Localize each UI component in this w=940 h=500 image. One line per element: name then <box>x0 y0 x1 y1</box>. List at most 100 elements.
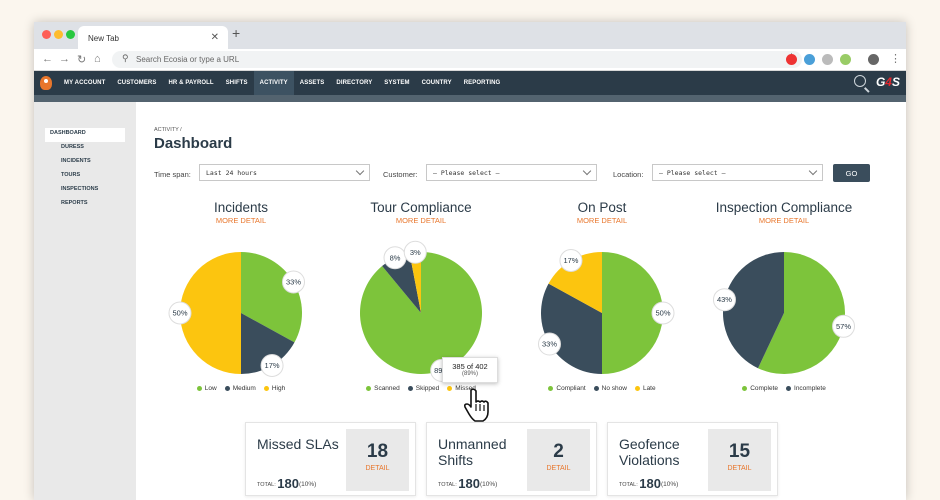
sidebar-item-tours[interactable]: TOURS <box>61 172 81 178</box>
nav-item-directory[interactable]: DIRECTORY <box>336 80 373 86</box>
app-search-icon[interactable] <box>854 75 866 87</box>
legend-item[interactable]: Medium <box>224 385 256 392</box>
slice-data-label: 43% <box>712 288 736 312</box>
pie-slice-incomplete[interactable] <box>723 252 784 369</box>
close-window-icon[interactable] <box>42 30 51 39</box>
total-label: TOTAL: <box>257 482 276 488</box>
minimize-window-icon[interactable] <box>54 30 63 39</box>
slice-data-label: 3% <box>403 240 427 264</box>
legend-item[interactable]: Incomplete <box>786 385 826 392</box>
total-value: 180 <box>639 476 661 491</box>
reload-icon[interactable]: ↻ <box>77 54 87 66</box>
sub-navbar <box>34 95 906 102</box>
browser-tab[interactable]: New Tab ✕ <box>78 26 228 49</box>
sidebar-item-reports[interactable]: REPORTS <box>61 200 88 206</box>
legend-swatch <box>196 386 202 391</box>
nav-item-my-account[interactable]: MY ACCOUNT <box>64 80 106 86</box>
more-detail-link[interactable]: MORE DETAIL <box>576 216 628 225</box>
legend-label: Late <box>642 385 656 392</box>
legend-item[interactable]: Late <box>634 385 656 392</box>
chevron-down-icon <box>808 166 818 176</box>
legend-item[interactable]: Missed <box>447 385 476 392</box>
card-detail-link[interactable]: DETAIL <box>727 465 752 472</box>
sidebar-item-inspections[interactable]: INSPECTIONS <box>61 186 99 192</box>
legend-item[interactable]: High <box>263 385 286 392</box>
chevron-down-icon <box>582 166 592 176</box>
legend-label: Scanned <box>374 385 400 392</box>
svg-text:50%: 50% <box>172 309 187 318</box>
nav-item-assets[interactable]: ASSETS <box>299 80 325 86</box>
more-detail-link[interactable]: MORE DETAIL <box>215 216 267 225</box>
breadcrumb[interactable]: ACTIVITY / <box>154 127 182 133</box>
metric-card-unmanned-shifts: Unmanned Shifts TOTAL: 180(10%) 2 DETAIL <box>426 422 597 496</box>
pie-slice-complete[interactable] <box>758 252 845 374</box>
nav-item-activity[interactable]: ACTIVITY <box>253 71 294 95</box>
pie-slice-high[interactable] <box>180 252 241 374</box>
sidebar-item-duress[interactable]: DURESS <box>61 144 84 150</box>
legend-label: Missed <box>455 385 476 392</box>
legend-item[interactable]: Skipped <box>407 385 440 392</box>
cloud-extension-icon[interactable] <box>822 54 833 65</box>
page-title: Dashboard <box>154 135 233 152</box>
more-detail-link[interactable]: MORE DETAIL <box>395 216 447 225</box>
legend-swatch <box>786 386 792 391</box>
adblock-extension-icon[interactable] <box>786 54 797 65</box>
legend-swatch <box>224 386 230 391</box>
app-logo-icon[interactable] <box>40 76 52 90</box>
location-value: – Please select – <box>659 169 726 177</box>
profile-avatar-icon[interactable] <box>868 54 879 65</box>
legend-label: Skipped <box>415 385 440 392</box>
chart-legend: Scanned Skipped Missed <box>336 385 506 392</box>
legend-item[interactable]: Scanned <box>366 385 400 392</box>
pie-slice-compliant[interactable] <box>602 252 663 374</box>
nav-item-shifts[interactable]: SHIFTS <box>225 80 248 86</box>
slice-data-label: 50% <box>651 301 675 325</box>
location-label: Location: <box>613 170 644 179</box>
card-detail-link[interactable]: DETAIL <box>365 465 390 472</box>
chart-title: Tour Compliance <box>370 200 472 215</box>
shield-extension-icon[interactable] <box>804 54 815 65</box>
nav-item-reporting[interactable]: REPORTING <box>463 80 501 86</box>
location-select[interactable]: – Please select – <box>652 164 823 181</box>
card-detail-link[interactable]: DETAIL <box>546 465 571 472</box>
new-tab-icon[interactable]: + <box>232 25 241 41</box>
nav-item-hr-payroll[interactable]: HR & PAYROLL <box>168 80 214 86</box>
maximize-window-icon[interactable] <box>66 30 75 39</box>
legend-swatch <box>407 386 413 391</box>
home-icon[interactable]: ⌂ <box>94 53 101 65</box>
pie-slice-missed[interactable] <box>409 252 421 313</box>
legend-item[interactable]: Low <box>196 385 217 392</box>
svg-text:33%: 33% <box>542 340 557 349</box>
card-count-panel[interactable]: 2 DETAIL <box>527 429 590 491</box>
customer-select[interactable]: – Please select – <box>426 164 597 181</box>
nav-item-customers[interactable]: CUSTOMERS <box>117 80 157 86</box>
search-icon: ⚲ <box>122 53 129 63</box>
go-button[interactable]: GO <box>833 164 870 182</box>
chart-title: On Post <box>577 200 627 215</box>
browser-menu-icon[interactable]: ⋮ <box>890 53 901 65</box>
legend-item[interactable]: Compliant <box>548 385 586 392</box>
url-input[interactable]: ⚲ Search Ecosia or type a URL ☆ <box>112 51 802 68</box>
legend-label: High <box>271 385 286 392</box>
card-count-panel[interactable]: 15 DETAIL <box>708 429 771 491</box>
legend-item[interactable]: Complete <box>742 385 778 392</box>
timespan-select[interactable]: Last 24 hours <box>199 164 370 181</box>
close-tab-icon[interactable]: ✕ <box>210 32 219 43</box>
card-count-panel[interactable]: 18 DETAIL <box>346 429 409 491</box>
nav-item-country[interactable]: COUNTRY <box>421 80 452 86</box>
slice-data-label: 50% <box>168 301 192 325</box>
chart-title: Incidents <box>213 200 269 215</box>
card-count: 18 <box>366 441 389 462</box>
forward-icon[interactable]: → <box>59 53 70 65</box>
hand-cursor-icon <box>463 388 489 422</box>
sidebar-item-dashboard[interactable]: DASHBOARD <box>45 128 125 142</box>
more-detail-link[interactable]: MORE DETAIL <box>758 216 810 225</box>
back-icon[interactable]: ← <box>42 53 53 65</box>
legend-item[interactable]: No show <box>593 385 627 392</box>
nav-item-system[interactable]: SYSTEM <box>384 80 410 86</box>
metric-card-missed-slas: Missed SLAs TOTAL: 180(10%) 18 DETAIL <box>245 422 416 496</box>
total-percent: (10%) <box>660 481 679 488</box>
green-extension-icon[interactable] <box>840 54 851 65</box>
sidebar-item-incidents[interactable]: INCIDENTS <box>61 158 91 164</box>
card-label: Unmanned Shifts <box>438 436 507 468</box>
